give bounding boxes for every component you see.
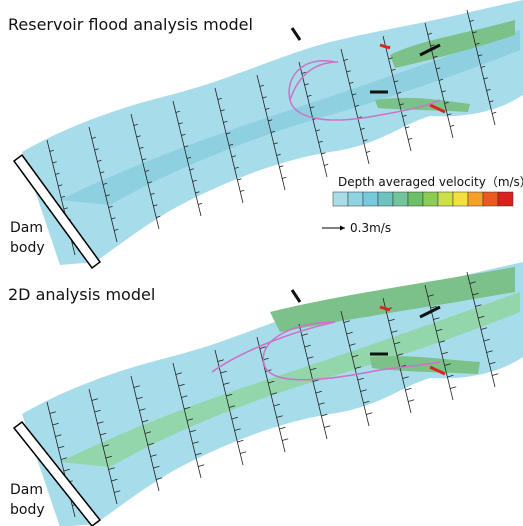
colorbar-cell (348, 192, 363, 206)
dam-label: Dam (10, 220, 43, 236)
velocity-tick (237, 440, 243, 442)
velocity-tick (492, 112, 496, 113)
colorbar-cell (453, 192, 468, 206)
colorbar-cell (468, 192, 483, 206)
colorbar-cell (378, 192, 393, 206)
scale-arrow-head (340, 226, 345, 231)
velocity-arrow (292, 290, 300, 302)
velocity-tick (324, 164, 328, 165)
colorbar-cell (423, 192, 438, 206)
dam-label: Dam (10, 482, 43, 498)
panel-title: 2D analysis model (8, 285, 155, 304)
legend-title: Depth averaged velocity（m/s） (338, 175, 523, 189)
velocity-tick (237, 179, 241, 180)
velocity-tick (366, 151, 370, 152)
scale-label: 0.3m/s (350, 221, 391, 235)
colorbar-cell (333, 192, 348, 206)
colorbar-cell (438, 192, 453, 206)
velocity-tick (282, 439, 288, 441)
colorbar-cell (498, 192, 513, 206)
velocity-tick (405, 127, 409, 128)
velocity-tick (198, 465, 204, 467)
velocity-arrow (292, 28, 300, 40)
panel-title: Reservoir flood analysis model (8, 15, 253, 34)
velocity-tick (324, 426, 330, 428)
velocity-tick (240, 452, 246, 454)
figure: Reservoir flood analysis model Dam body … (0, 0, 523, 526)
colorbar-cell (363, 192, 378, 206)
velocity-tick (492, 374, 498, 376)
panel-bottom: 2D analysis model Dam body (8, 262, 523, 526)
colorbar-cell (393, 192, 408, 206)
velocity-tick (408, 138, 412, 139)
velocity-tick (279, 427, 285, 429)
panel-top: Reservoir flood analysis model Dam body (8, 0, 523, 268)
velocity-tick (366, 413, 372, 415)
velocity-tick (198, 203, 202, 204)
dam-label: body (10, 240, 45, 256)
dam-label: body (10, 502, 45, 518)
velocity-tick (450, 387, 456, 389)
colorbar-cell (408, 192, 423, 206)
colorbar-cell (483, 192, 498, 206)
velocity-tick (282, 177, 286, 178)
velocity-tick (240, 190, 244, 191)
velocity-tick (408, 400, 414, 402)
velocity-tick (450, 125, 454, 126)
velocity-tick (279, 166, 283, 167)
legend: Depth averaged velocity（m/s） 0.3m/s (322, 175, 523, 235)
velocity-tick (405, 388, 411, 390)
colorbar (333, 192, 513, 206)
